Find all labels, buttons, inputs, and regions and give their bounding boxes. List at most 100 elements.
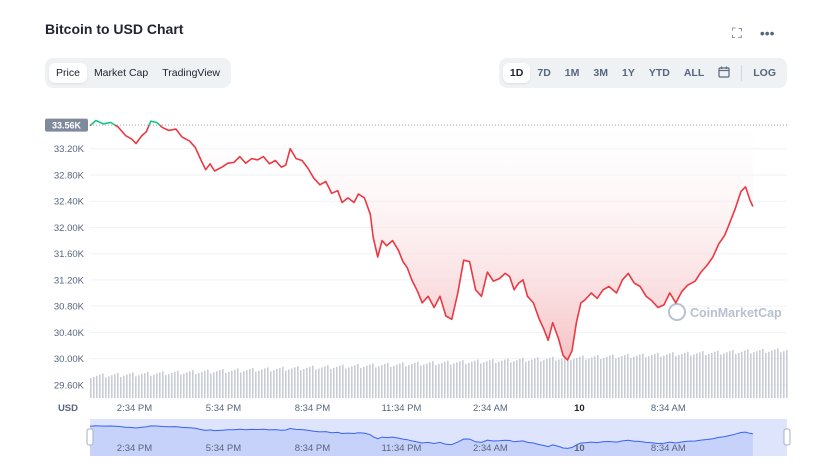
volume-bar xyxy=(513,361,515,398)
volume-bar xyxy=(531,359,533,398)
volume-bar xyxy=(180,374,182,398)
navigator-left-handle[interactable] xyxy=(86,428,94,446)
volume-bar xyxy=(750,353,752,398)
calendar-icon[interactable] xyxy=(711,62,737,85)
volume-bar xyxy=(372,363,374,398)
volume-bar xyxy=(177,370,179,398)
range-divider xyxy=(741,65,743,81)
volume-bar xyxy=(720,354,722,398)
volume-bar xyxy=(309,366,311,398)
volume-bar xyxy=(648,356,650,398)
navigator-area xyxy=(90,425,753,456)
volume-bar xyxy=(747,349,749,398)
tab-market-cap[interactable]: Market Cap xyxy=(93,67,149,79)
range-navigator[interactable]: 2:34 PM 5:34 PM 8:34 PM 11:34 PM 2:34 AM 10 8:… xyxy=(86,419,791,456)
volume-bar xyxy=(300,370,302,398)
volume-bar xyxy=(138,375,140,398)
volume-bar xyxy=(156,373,158,398)
header-actions: ⛶ ••• xyxy=(732,24,775,42)
volume-bar xyxy=(324,366,326,398)
volume-bar xyxy=(174,371,176,398)
volume-bar xyxy=(93,376,95,398)
tab-price[interactable]: Price xyxy=(49,63,87,83)
volume-bar xyxy=(729,351,731,398)
range-all[interactable]: ALL xyxy=(683,67,705,79)
volume-bar xyxy=(726,352,728,398)
more-options-icon[interactable]: ••• xyxy=(759,25,775,41)
volume-bar xyxy=(270,371,272,398)
volume-bar xyxy=(120,376,122,398)
volume-bar xyxy=(450,364,452,398)
volume-bar xyxy=(294,367,296,398)
volume-bar xyxy=(570,360,572,398)
range-ytd[interactable]: YTD xyxy=(648,67,670,79)
volume-bar xyxy=(240,372,242,398)
volume-bar xyxy=(612,354,614,398)
volume-bar xyxy=(105,377,107,398)
x-axis: USD 2:34 PM 5:34 PM 8:34 PM 11:34 PM 2:34 AM 1… xyxy=(58,403,686,414)
volume-bar xyxy=(222,369,224,398)
volume-bar xyxy=(474,360,476,398)
volume-bar xyxy=(465,364,467,398)
volume-bar xyxy=(276,369,278,398)
volume-bar xyxy=(756,351,758,398)
volume-bar xyxy=(537,357,539,398)
volume-bar xyxy=(681,353,683,398)
volume-bar xyxy=(621,356,623,398)
range-1m[interactable]: 1M xyxy=(564,67,580,79)
volume-bar xyxy=(342,364,344,398)
volume-bar xyxy=(717,350,719,398)
log-scale-toggle[interactable]: LOG xyxy=(753,67,776,79)
volume-bar xyxy=(159,372,161,398)
x-tick-label: 2:34 PM xyxy=(117,403,152,414)
volume-bar xyxy=(444,361,446,398)
volume-bar xyxy=(171,372,173,398)
price-line-up xyxy=(90,119,116,126)
volume-bar xyxy=(381,365,383,398)
volume-bar xyxy=(351,366,353,398)
volume-bar xyxy=(213,372,215,398)
volume-bar xyxy=(711,352,713,398)
volume-bar xyxy=(510,362,512,398)
fullscreen-icon[interactable]: ⛶ xyxy=(732,25,742,41)
volume-bar xyxy=(603,357,605,398)
volume-bar xyxy=(738,352,740,398)
range-1y[interactable]: 1Y xyxy=(621,67,635,79)
volume-bar xyxy=(111,375,113,398)
volume-bar xyxy=(777,348,779,398)
range-7d[interactable]: 7D xyxy=(537,67,551,79)
volume-bar xyxy=(495,362,497,398)
volume-bar xyxy=(762,348,764,398)
volume-bar xyxy=(393,365,395,398)
volume-bar xyxy=(597,355,599,398)
volume-bar xyxy=(546,358,548,398)
y-tick-label: 30.00K xyxy=(54,354,85,365)
volume-bar xyxy=(534,358,536,398)
volume-bar xyxy=(462,360,464,398)
volume-bar xyxy=(210,373,212,398)
volume-bar xyxy=(90,378,92,398)
volume-bar xyxy=(219,370,221,398)
volume-bar xyxy=(693,354,695,398)
volume-bar xyxy=(162,371,164,398)
volume-bar xyxy=(366,365,368,398)
volume-bar xyxy=(669,353,671,398)
volume-bar xyxy=(732,350,734,398)
volume-bar xyxy=(519,358,521,398)
range-3m[interactable]: 3M xyxy=(593,67,608,79)
navigator-right-handle[interactable] xyxy=(783,428,791,446)
x-tick-label: 11:34 PM xyxy=(381,403,421,414)
y-tick-label: 30.80K xyxy=(54,302,85,313)
range-1d[interactable]: 1D xyxy=(502,63,531,83)
x-tick-label: 8:34 PM xyxy=(295,403,330,414)
volume-bar xyxy=(426,363,428,398)
volume-bar xyxy=(768,351,770,398)
x-tick-label: 8:34 AM xyxy=(651,403,686,414)
volume-bar xyxy=(663,355,665,398)
coinmarketcap-logo-icon xyxy=(668,303,686,321)
tab-tradingview[interactable]: TradingView xyxy=(162,67,220,79)
volume-bar xyxy=(228,371,230,398)
volume-bar xyxy=(654,353,656,398)
x-tick-label: 2:34 AM xyxy=(473,403,508,414)
volume-bar xyxy=(576,357,578,398)
